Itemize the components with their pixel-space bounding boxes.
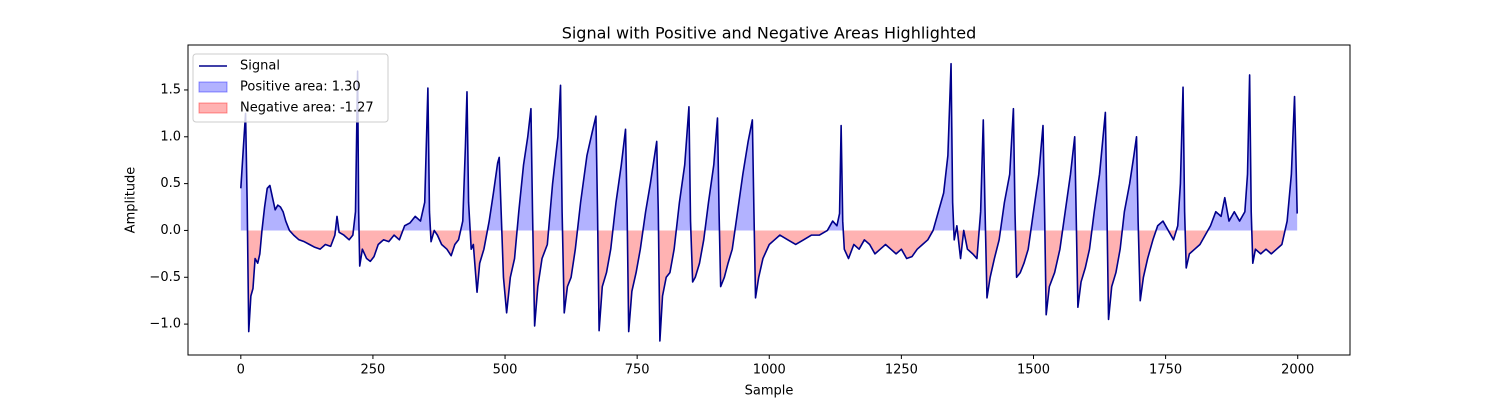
legend: Signal Positive area: 1.30 Negative area: … [192, 53, 389, 123]
legend-label: Signal [240, 59, 280, 74]
x-tick-label: 0 [237, 363, 245, 378]
x-axis-label: Sample [745, 384, 794, 399]
x-tick-label: 1250 [885, 363, 918, 378]
plot-area [240, 62, 1298, 342]
legend-swatch [198, 81, 228, 93]
x-tick-label: 1000 [753, 363, 786, 378]
x-tick-label: 1750 [1149, 363, 1182, 378]
legend-swatch [198, 102, 228, 114]
y-tick-label: −1.0 [149, 317, 181, 332]
legend-box [192, 53, 389, 123]
area-below [247, 230, 1286, 341]
x-tick-label: 250 [361, 363, 386, 378]
x-tick-label: 1500 [1017, 363, 1050, 378]
chart-title: Signal with Positive and Negative Areas … [562, 24, 977, 43]
x-tick-label: 2000 [1281, 363, 1314, 378]
y-axis-label: Amplitude [124, 167, 139, 234]
y-tick-label: 1.0 [160, 129, 181, 144]
x-tick-label: 500 [493, 363, 518, 378]
legend-label: Negative area: -1.27 [240, 101, 374, 116]
y-tick-label: 0.5 [160, 176, 181, 191]
x-tick-label: 750 [625, 363, 650, 378]
signal-line [240, 62, 1298, 342]
y-tick-label: 1.5 [160, 82, 181, 97]
y-tick-label: −0.5 [149, 270, 181, 285]
legend-label: Positive area: 1.30 [240, 80, 361, 95]
y-tick-label: 0.0 [160, 223, 181, 238]
area-above [240, 63, 1298, 231]
